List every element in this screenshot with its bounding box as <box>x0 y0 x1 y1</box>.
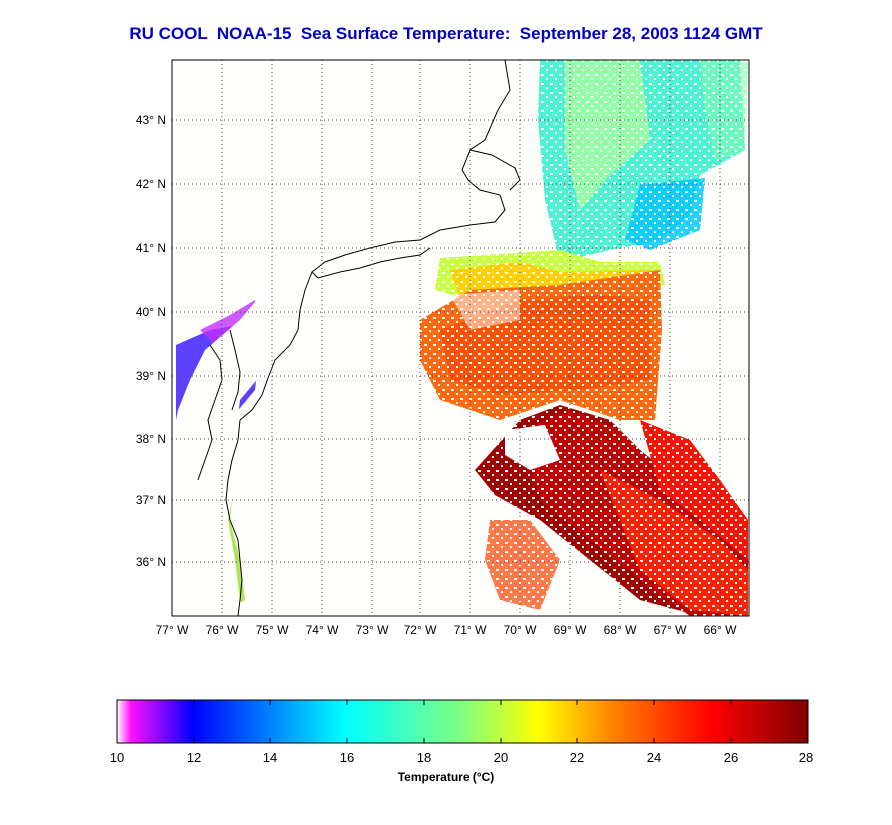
sst-field <box>172 60 749 616</box>
lon-label: 66° W <box>704 623 737 637</box>
lon-label: 67° W <box>654 623 687 637</box>
lon-label: 68° W <box>604 623 637 637</box>
colorbar-tick-label: 18 <box>417 750 431 765</box>
lat-label: 39° N <box>136 369 166 383</box>
colorbar-label: Temperature (°C) <box>397 770 495 784</box>
colorbar-tick-label: 20 <box>494 750 508 765</box>
lat-label: 36° N <box>136 555 166 569</box>
colorbar-tick-label: 28 <box>799 750 813 765</box>
map-title: RU COOL NOAA-15 Sea Surface Temperature:… <box>129 24 763 43</box>
lon-label: 70° W <box>504 623 537 637</box>
colorbar-tick-label: 10 <box>110 750 124 765</box>
lat-label: 42° N <box>136 177 166 191</box>
colorbar-tick-label: 22 <box>570 750 584 765</box>
latitude-labels: 43° N 42° N 41° N 40° N 39° N 38° N 37° … <box>136 113 166 569</box>
lon-label: 77° W <box>156 623 189 637</box>
colorbar-tick-labels: 10 12 14 16 18 20 22 24 26 28 <box>110 750 813 765</box>
lon-label: 75° W <box>256 623 289 637</box>
lon-label: 72° W <box>404 623 437 637</box>
colorbar-tick-label: 14 <box>263 750 277 765</box>
lat-label: 38° N <box>136 432 166 446</box>
lon-label: 74° W <box>306 623 339 637</box>
coastline <box>197 60 521 616</box>
colorbar-tick-label: 16 <box>340 750 354 765</box>
lon-label: 69° W <box>554 623 587 637</box>
lat-label: 41° N <box>136 241 166 255</box>
colorbar <box>116 699 809 744</box>
longitude-labels: 77° W 76° W 75° W 74° W 73° W 72° W 71° … <box>156 623 737 637</box>
lon-label: 76° W <box>206 623 239 637</box>
colorbar-tick-label: 12 <box>187 750 201 765</box>
colorbar-tick-label: 24 <box>647 750 661 765</box>
lon-label: 71° W <box>454 623 487 637</box>
lon-label: 73° W <box>356 623 389 637</box>
lat-label: 37° N <box>136 493 166 507</box>
colorbar-ticks <box>193 700 732 743</box>
map-frame <box>171 59 750 617</box>
colorbar-tick-label: 26 <box>724 750 738 765</box>
lat-label: 43° N <box>136 113 166 127</box>
map-grid <box>172 60 749 616</box>
lat-label: 40° N <box>136 305 166 319</box>
